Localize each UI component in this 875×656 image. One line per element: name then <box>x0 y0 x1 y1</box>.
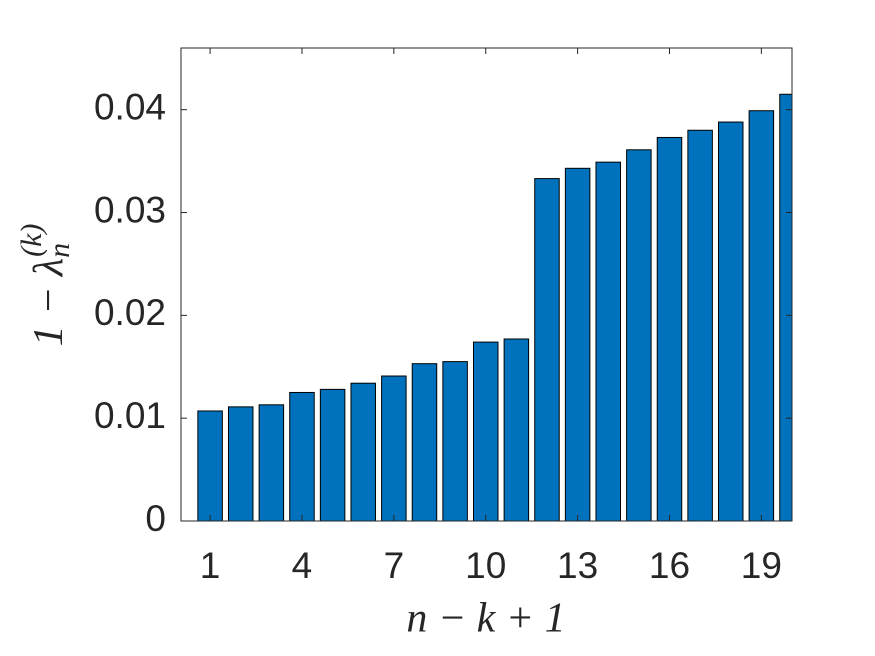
bar <box>717 121 744 521</box>
bar <box>319 388 346 521</box>
bar <box>197 410 223 521</box>
bar <box>656 136 683 521</box>
x-tick-label: 19 <box>741 545 782 586</box>
bar <box>442 361 468 521</box>
bar <box>748 110 775 521</box>
y-tick-label: 0.01 <box>94 395 166 436</box>
x-tick-label: 1 <box>200 545 221 586</box>
bar <box>350 382 376 521</box>
y-tick-label: 0 <box>145 498 166 539</box>
bar <box>595 161 621 521</box>
axes-box <box>180 47 793 522</box>
bar <box>626 149 652 521</box>
bar <box>779 93 792 521</box>
bar <box>381 375 407 521</box>
y-tick-label: 0.03 <box>94 189 166 230</box>
bar <box>534 178 560 521</box>
y-tick-label: 0.02 <box>94 292 166 333</box>
x-tick-label: 16 <box>649 545 690 586</box>
bar <box>503 338 530 521</box>
plot-area <box>197 93 792 521</box>
x-tick-label: 7 <box>384 545 405 586</box>
bar <box>564 167 591 521</box>
y-label-sub: n <box>43 243 76 258</box>
x-tick-label: 10 <box>465 545 506 586</box>
x-tick-label: 13 <box>557 545 598 586</box>
bar <box>687 129 713 521</box>
x-tick-label: 4 <box>292 545 313 586</box>
y-tick-label: 0.04 <box>94 86 166 127</box>
y-label-sup: (k) <box>15 224 48 257</box>
x-axis-label: n − k + 1 <box>406 596 565 642</box>
bar <box>411 363 438 521</box>
bar <box>472 341 499 521</box>
y-label-base: 1 − λ <box>26 258 72 347</box>
bar <box>258 404 285 521</box>
y-axis-label: 1 − λn(k) <box>15 224 76 347</box>
bar <box>289 391 315 521</box>
bar <box>227 406 254 521</box>
